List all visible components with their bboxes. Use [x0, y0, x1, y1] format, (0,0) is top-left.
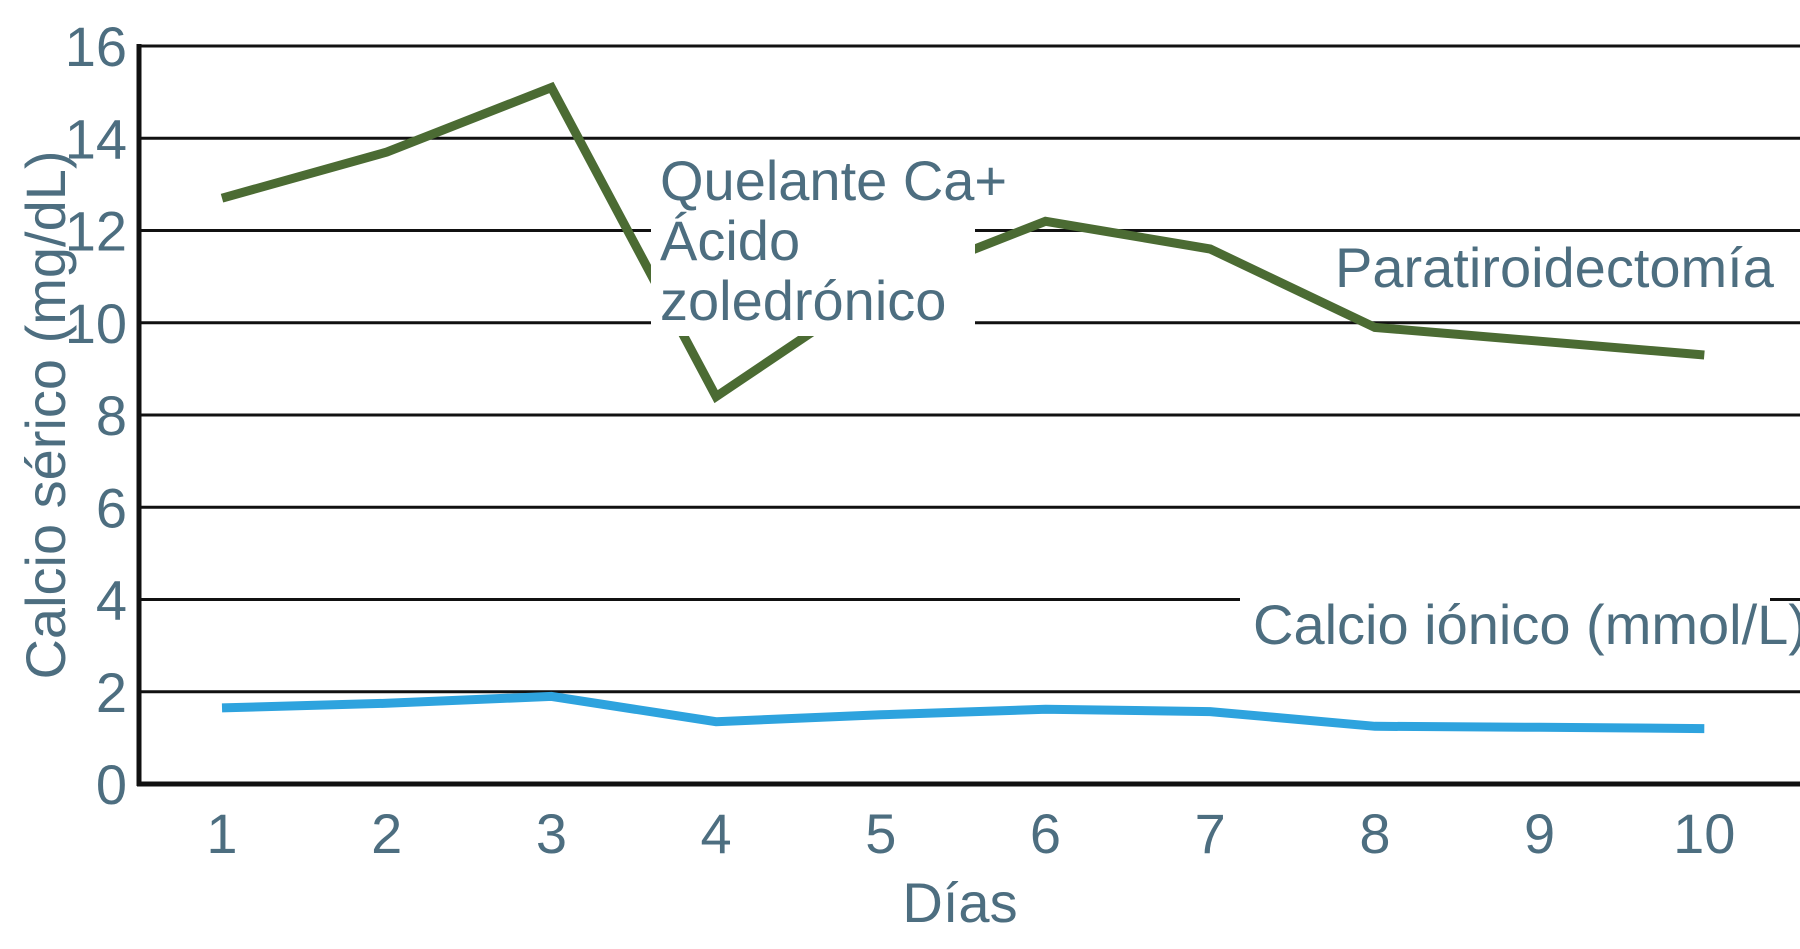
annotation-1-line-3: zoledrónico: [660, 269, 946, 332]
series-line-2: [221, 691, 1705, 734]
y-tick-label-0: 0: [96, 753, 127, 816]
y-tick-label-14: 14: [65, 107, 127, 170]
annotation-1-background: [651, 140, 975, 336]
y-tick-label-6: 6: [96, 476, 127, 539]
x-tick-label-1: 1: [206, 802, 237, 865]
x-tick-label-8: 8: [1359, 802, 1390, 865]
x-axis-title: Días: [902, 871, 1017, 934]
y-axis-title: Calcio sérico (mg/dL): [14, 150, 77, 679]
x-tick-label-3: 3: [536, 802, 567, 865]
annotation-2-line-1: Paratiroidectomía: [1335, 236, 1775, 299]
x-tick-label-7: 7: [1195, 802, 1226, 865]
y-tick-label-10: 10: [65, 292, 127, 355]
x-tick-label-9: 9: [1524, 802, 1555, 865]
x-tick-label-10: 10: [1673, 802, 1735, 865]
y-tick-label-4: 4: [96, 569, 127, 632]
axes: [136, 44, 1800, 787]
annotation-3-background: [1240, 585, 1770, 665]
annotation-3-line-1: Calcio iónico (mmol/L): [1253, 593, 1800, 656]
annotation-1-line-2: Ácido: [660, 209, 800, 272]
annotation-1-line-1: Quelante Ca+: [660, 149, 1007, 212]
x-tick-label-4: 4: [701, 802, 732, 865]
y-tick-label-12: 12: [65, 200, 127, 263]
x-tick-label-5: 5: [865, 802, 896, 865]
x-tick-label-6: 6: [1030, 802, 1061, 865]
x-tick-label-2: 2: [371, 802, 402, 865]
y-tick-label-8: 8: [96, 384, 127, 447]
y-tick-label-16: 16: [65, 15, 127, 78]
y-tick-label-2: 2: [96, 661, 127, 724]
